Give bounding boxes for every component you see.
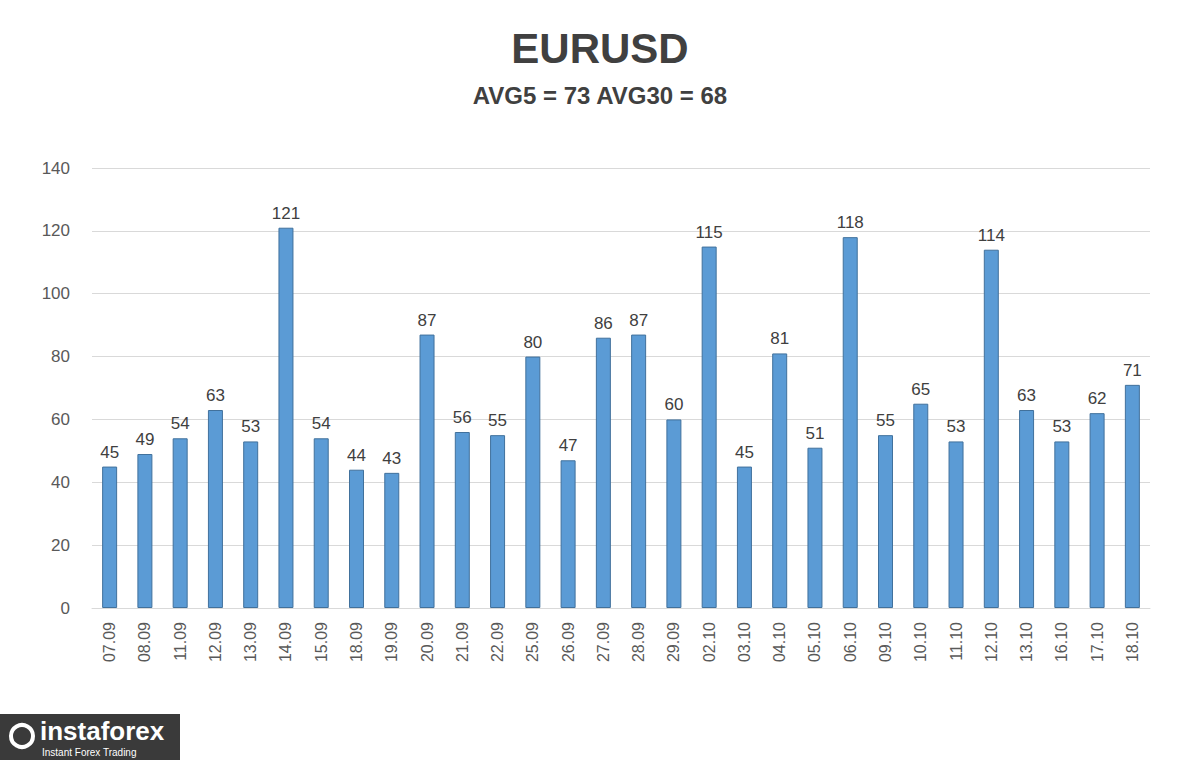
svg-text:115: 115 bbox=[696, 223, 723, 242]
svg-text:140: 140 bbox=[42, 159, 70, 178]
svg-text:04.10: 04.10 bbox=[771, 622, 788, 662]
svg-text:02.10: 02.10 bbox=[701, 622, 718, 662]
svg-text:63: 63 bbox=[1017, 386, 1036, 405]
svg-text:43: 43 bbox=[382, 449, 401, 468]
svg-text:87: 87 bbox=[629, 311, 648, 330]
svg-text:51: 51 bbox=[806, 424, 825, 443]
svg-text:60: 60 bbox=[51, 410, 70, 429]
svg-text:18.09: 18.09 bbox=[348, 622, 365, 662]
svg-text:80: 80 bbox=[523, 333, 542, 352]
svg-text:118: 118 bbox=[837, 213, 864, 232]
svg-text:121: 121 bbox=[272, 204, 300, 223]
svg-text:45: 45 bbox=[735, 443, 754, 462]
svg-text:53: 53 bbox=[1052, 417, 1071, 436]
svg-text:27.09: 27.09 bbox=[595, 622, 612, 662]
svg-text:47: 47 bbox=[559, 436, 578, 455]
svg-text:20: 20 bbox=[51, 536, 70, 555]
svg-text:18.10: 18.10 bbox=[1124, 622, 1141, 662]
svg-text:28.09: 28.09 bbox=[630, 622, 647, 662]
svg-text:55: 55 bbox=[488, 411, 507, 430]
svg-text:06.10: 06.10 bbox=[842, 622, 859, 662]
svg-text:0: 0 bbox=[61, 599, 70, 618]
svg-text:10.10: 10.10 bbox=[912, 622, 929, 662]
svg-text:54: 54 bbox=[171, 414, 190, 433]
svg-text:44: 44 bbox=[347, 446, 366, 465]
svg-text:20.09: 20.09 bbox=[419, 622, 436, 662]
svg-text:71: 71 bbox=[1123, 361, 1142, 380]
svg-text:Instant Forex Trading: Instant Forex Trading bbox=[42, 747, 137, 758]
svg-text:05.10: 05.10 bbox=[806, 622, 823, 662]
svg-text:13.09: 13.09 bbox=[242, 622, 259, 662]
svg-text:11.10: 11.10 bbox=[948, 622, 965, 661]
svg-text:16.10: 16.10 bbox=[1053, 622, 1070, 662]
svg-text:EURUSD: EURUSD bbox=[511, 25, 688, 72]
svg-text:instaforex: instaforex bbox=[40, 716, 165, 746]
svg-text:25.09: 25.09 bbox=[524, 622, 541, 662]
svg-text:AVG5 = 73 AVG30 = 68: AVG5 = 73 AVG30 = 68 bbox=[473, 82, 727, 109]
svg-text:63: 63 bbox=[206, 386, 225, 405]
svg-text:86: 86 bbox=[594, 314, 613, 333]
svg-text:26.09: 26.09 bbox=[560, 622, 577, 662]
svg-text:53: 53 bbox=[947, 417, 966, 436]
svg-text:17.10: 17.10 bbox=[1089, 622, 1106, 662]
svg-text:08.09: 08.09 bbox=[136, 622, 153, 662]
svg-text:100: 100 bbox=[42, 284, 70, 303]
svg-text:07.09: 07.09 bbox=[101, 622, 118, 662]
svg-text:09.10: 09.10 bbox=[877, 622, 894, 662]
svg-text:60: 60 bbox=[664, 395, 683, 414]
svg-text:87: 87 bbox=[418, 311, 437, 330]
svg-text:45: 45 bbox=[100, 443, 119, 462]
svg-text:22.09: 22.09 bbox=[489, 622, 506, 662]
svg-text:15.09: 15.09 bbox=[313, 622, 330, 662]
svg-text:55: 55 bbox=[876, 411, 895, 430]
svg-text:49: 49 bbox=[135, 430, 154, 449]
svg-text:19.09: 19.09 bbox=[383, 622, 400, 662]
svg-text:13.10: 13.10 bbox=[1018, 622, 1035, 662]
svg-text:81: 81 bbox=[770, 329, 789, 348]
svg-text:03.10: 03.10 bbox=[736, 622, 753, 662]
svg-text:12.09: 12.09 bbox=[207, 622, 224, 662]
svg-text:21.09: 21.09 bbox=[454, 622, 471, 662]
svg-text:56: 56 bbox=[453, 408, 472, 427]
svg-text:65: 65 bbox=[911, 380, 930, 399]
svg-text:54: 54 bbox=[312, 414, 331, 433]
svg-text:40: 40 bbox=[51, 473, 70, 492]
svg-text:29.09: 29.09 bbox=[665, 622, 682, 662]
svg-text:120: 120 bbox=[42, 221, 70, 240]
svg-text:114: 114 bbox=[978, 226, 1005, 245]
svg-text:53: 53 bbox=[241, 417, 260, 436]
svg-text:14.09: 14.09 bbox=[277, 622, 294, 662]
svg-text:12.10: 12.10 bbox=[983, 622, 1000, 662]
svg-text:62: 62 bbox=[1088, 389, 1107, 408]
svg-text:11.09: 11.09 bbox=[172, 622, 189, 661]
svg-text:80: 80 bbox=[51, 347, 70, 366]
